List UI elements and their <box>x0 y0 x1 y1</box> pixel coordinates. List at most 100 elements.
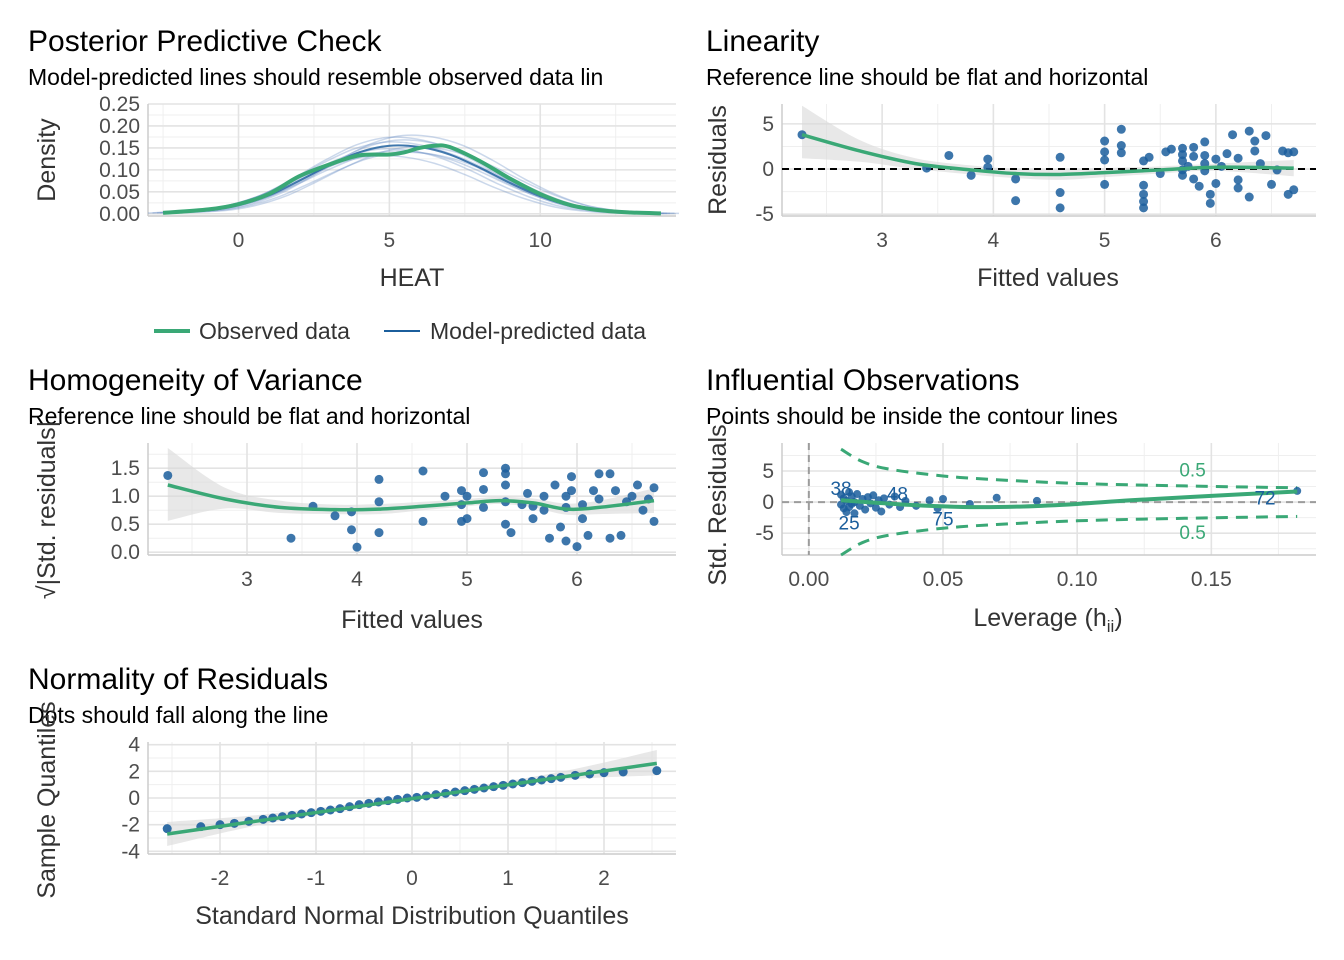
homogeneity-point <box>463 514 472 523</box>
ppc-y-tick-label: 0.00 <box>99 203 140 226</box>
homogeneity-point <box>353 543 362 552</box>
homogeneity-point <box>617 531 626 540</box>
homogeneity-point <box>611 486 620 495</box>
homogeneity-point <box>419 517 428 526</box>
linearity-point <box>1200 151 1209 160</box>
linearity-point <box>1100 156 1109 165</box>
linearity-point <box>983 155 992 164</box>
linearity-point <box>1234 175 1243 184</box>
qq-y-tick-label: -4 <box>121 840 140 863</box>
linearity-panel: Linearity Reference line should be flat … <box>704 25 1316 292</box>
linearity-subtitle: Reference line should be flat and horizo… <box>706 64 1148 90</box>
ppc-subtitle: Model-predicted lines should resemble ob… <box>28 64 603 90</box>
influence-point <box>926 496 934 504</box>
qq-y-ticks: -4-2024 <box>121 734 140 864</box>
linearity-y-ticks: -505 <box>755 113 774 226</box>
influence-x-axis-label-close: ) <box>1114 604 1122 632</box>
influence-title: Influential Observations <box>706 364 1020 397</box>
influence-point-label: 72 <box>1254 488 1275 509</box>
homogeneity-point <box>347 525 356 534</box>
influence-contour-label-lower: 0.5 <box>1179 523 1205 544</box>
influence-point-label: 48 <box>887 485 908 506</box>
linearity-point <box>1206 199 1215 208</box>
ppc-title: Posterior Predictive Check <box>28 25 382 58</box>
inf-y-tick-label: 0 <box>762 491 774 514</box>
linearity-point <box>1056 153 1065 162</box>
influence-x-axis-label-sub: ii <box>1107 617 1115 636</box>
homogeneity-point <box>501 481 510 490</box>
homogeneity-point <box>523 489 532 498</box>
qq-x-tick-label: -1 <box>307 867 326 890</box>
linearity-point <box>1289 185 1298 194</box>
homogeneity-point <box>419 467 428 476</box>
homogeneity-x-ticks: 3 4 5 6 <box>241 568 583 591</box>
influence-point <box>993 494 1001 502</box>
linearity-point <box>1100 137 1109 146</box>
influence-point <box>877 507 885 515</box>
homogeneity-point <box>551 481 560 490</box>
homogeneity-point <box>633 481 642 490</box>
hom-x-tick-label: 5 <box>461 568 473 591</box>
hom-y-tick-label: 0.5 <box>111 513 140 536</box>
inf-x-tick-label: 0.05 <box>923 568 964 591</box>
homogeneity-point <box>529 514 538 523</box>
influence-contour-label-upper: 0.5 <box>1179 460 1205 481</box>
ppc-x-axis-label: HEAT <box>380 264 445 292</box>
influence-panel: Influential Observations Points should b… <box>704 364 1316 636</box>
qq-x-tick-label: -2 <box>211 867 230 890</box>
homogeneity-point <box>606 534 615 543</box>
linearity-point <box>1011 196 1020 205</box>
influence-point <box>1033 497 1041 505</box>
linearity-point <box>1245 193 1254 202</box>
linearity-point <box>1117 125 1126 134</box>
homogeneity-point <box>375 497 384 506</box>
homogeneity-point <box>331 511 340 520</box>
linearity-point <box>1261 131 1270 140</box>
homogeneity-point <box>479 485 488 494</box>
homogeneity-marks <box>163 448 658 552</box>
qq-point <box>652 766 661 775</box>
influence-point <box>939 495 947 503</box>
qq-y-tick-label: 4 <box>128 734 140 757</box>
hom-y-tick-label: 0.0 <box>111 541 140 564</box>
homogeneity-point <box>501 469 510 478</box>
influence-marks: 0.50.538 4825 7572 <box>782 443 1316 555</box>
linearity-point <box>967 171 976 180</box>
lin-y-tick-label: -5 <box>755 203 774 226</box>
linearity-point <box>1189 143 1198 152</box>
ppc-y-tick-label: 0.05 <box>99 181 140 204</box>
influence-point-label: 38 <box>830 479 851 500</box>
linearity-point <box>1139 181 1148 190</box>
homogeneity-subtitle: Reference line should be flat and horizo… <box>28 403 470 429</box>
linearity-point <box>1234 154 1243 163</box>
qq-y-tick-label: 0 <box>128 787 140 810</box>
homogeneity-point <box>441 492 450 501</box>
linearity-point <box>1167 145 1176 154</box>
qq-y-axis-label: Sample Quantiles <box>33 701 61 898</box>
linearity-point <box>1117 148 1126 157</box>
ppc-y-tick-label: 0.10 <box>99 159 140 182</box>
legend-predicted-label: Model-predicted data <box>430 318 646 344</box>
homogeneity-point <box>507 528 516 537</box>
influence-y-ticks: -505 <box>755 460 774 545</box>
linearity-point <box>1206 190 1215 199</box>
ppc-y-tick-label: 0.25 <box>99 93 140 116</box>
influence-subtitle: Points should be inside the contour line… <box>706 403 1118 429</box>
homogeneity-point <box>287 534 296 543</box>
inf-y-tick-label: 5 <box>762 460 774 483</box>
linearity-title: Linearity <box>706 25 819 58</box>
homogeneity-point <box>375 475 384 484</box>
homogeneity-point <box>567 486 576 495</box>
influence-x-ticks: 0.00 0.05 0.10 0.15 <box>788 568 1231 591</box>
linearity-x-ticks: 3456 <box>876 229 1221 252</box>
legend-observed-label: Observed data <box>199 318 350 344</box>
ppc-legend: Observed data Model-predicted data <box>154 318 646 344</box>
homogeneity-point <box>595 495 604 504</box>
linearity-point <box>1211 155 1220 164</box>
homogeneity-point <box>578 514 587 523</box>
qq-x-ticks: -2 -1 0 1 2 <box>211 867 610 890</box>
linearity-point <box>1189 152 1198 161</box>
homogeneity-point <box>556 523 565 532</box>
homogeneity-point <box>501 520 510 529</box>
